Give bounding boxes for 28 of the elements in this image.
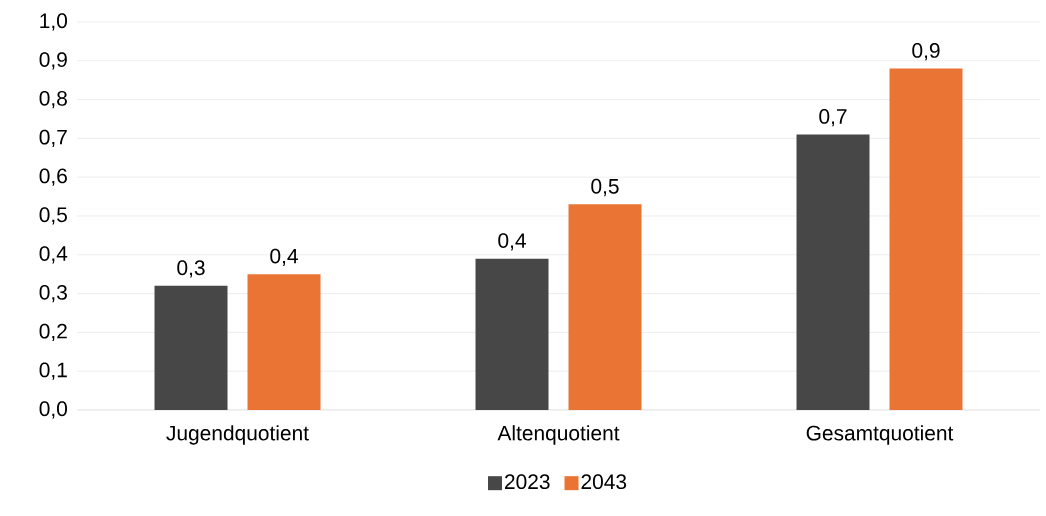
data-label: 0,4: [270, 248, 298, 266]
bar: [154, 285, 228, 410]
x-tick-label: Gesamtquotient: [806, 425, 954, 445]
y-tick-label: 0,9: [39, 52, 67, 70]
legend-label: 2043: [581, 474, 627, 490]
bar: [568, 204, 642, 410]
y-tick-label: 0,2: [39, 323, 67, 342]
data-label: 0,9: [912, 43, 940, 61]
y-tick-label: 0,5: [39, 207, 67, 225]
data-label: 0,4: [498, 233, 526, 251]
legend-label: 2023: [505, 474, 550, 490]
y-tick-label: 0,4: [39, 246, 68, 264]
bar: [247, 274, 321, 410]
y-tick-label: 0,0: [39, 401, 68, 419]
bar: [475, 258, 549, 410]
data-label: 0,7: [819, 109, 847, 127]
x-tick-label: Altenquotient: [497, 425, 620, 445]
y-tick-label: 0,3: [39, 284, 67, 303]
y-tick-label: 0,8: [39, 90, 67, 109]
y-tick-label: 0,1: [39, 362, 67, 380]
y-tick-label: 0,6: [39, 168, 67, 186]
data-label: 0,3: [177, 260, 205, 278]
y-tick-label: 1,0: [40, 13, 68, 31]
y-tick-label: 0,7: [39, 129, 67, 148]
bar: [796, 134, 870, 410]
x-tick-label: Jugendquotient: [166, 425, 309, 445]
bar: [889, 68, 963, 410]
data-label: 0,5: [591, 178, 619, 197]
